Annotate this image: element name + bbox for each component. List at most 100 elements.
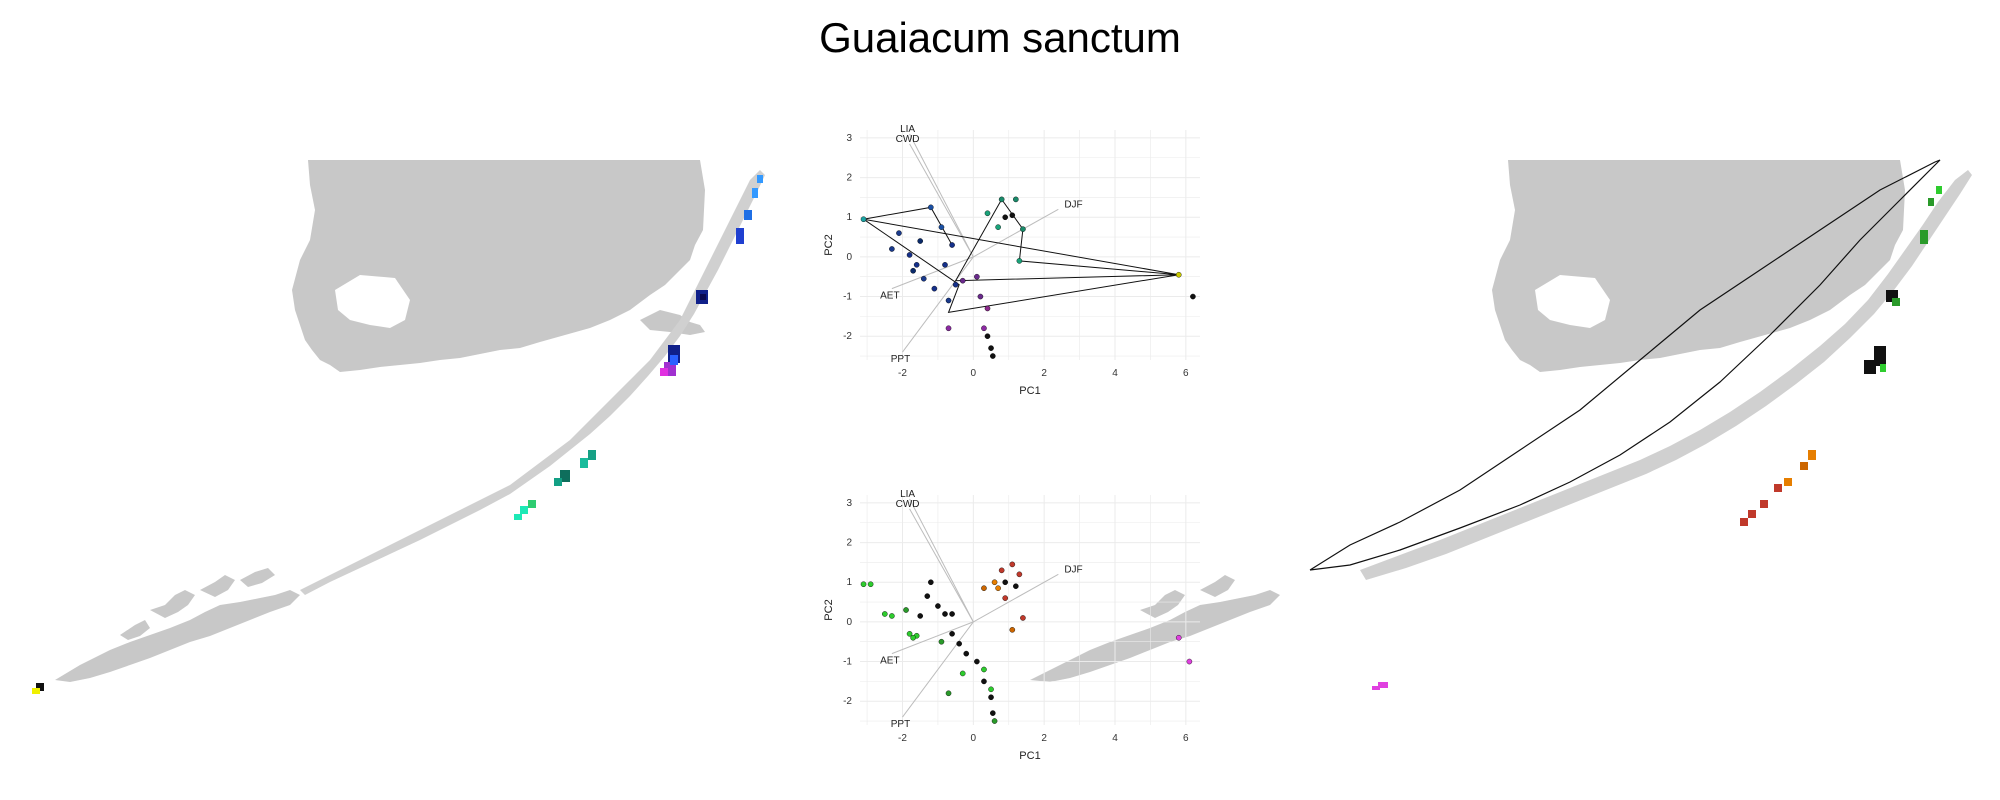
pca-bottom-point [928,579,934,586]
pca-top-point [906,252,913,258]
pca-top-vector-cwd [909,143,974,258]
pca-bottom-point [889,613,895,619]
pca-top-vector-label-djf: DJF [1064,199,1082,210]
pca-top-point [974,273,980,280]
pca-bottom-vector-label-aet: AET [880,656,899,667]
pca-top-point [990,353,996,359]
pca-top-point [984,210,991,217]
pca-bottom-vector-aet [891,621,974,655]
pca-bottom-point [988,694,994,701]
pca-top-point [984,305,991,312]
map-right-land [1030,160,1905,682]
pca-top-hull-2 [954,199,1179,282]
pca-bottom-grid [860,495,1200,725]
pca-top-point [1013,196,1019,203]
pca-top-point [1009,212,1016,219]
pca-top-ytick: -1 [843,292,852,303]
pca-bottom-point [963,650,970,657]
pca-top-point [988,345,994,351]
pca-top-ylabel: PC2 [823,234,835,255]
pca-top-vector-djf [973,208,1059,258]
map-left [32,160,765,694]
pca-top-point [959,277,966,284]
pca-bottom-ytick: -1 [843,657,852,668]
pca-bottom-point [991,579,998,586]
pca-bottom-point [959,670,966,677]
pca-bottom-vector-label-lia: LIA [900,489,915,500]
pca-top-point [984,333,991,340]
pca-top-point [896,230,902,236]
pca-top-point [977,293,984,300]
pca-bottom-point [942,611,948,617]
pca-bottom-ylabel: PC2 [823,599,835,620]
pca-top-point [942,262,948,268]
pca-bottom-ytick: 0 [846,617,852,628]
pca-top-xtick: -2 [898,368,907,379]
pca-bottom-point [860,581,867,588]
pca-top-point [1020,226,1026,232]
pca-bottom-point [1009,561,1016,568]
pca-bottom-point [938,638,945,645]
pca-bottom-vector-label-djf: DJF [1064,564,1082,575]
pca-top-point [928,204,934,211]
pca-top-ytick: 2 [846,173,852,184]
pca-bottom-vector-label-cwd: CWD [896,499,920,510]
pca-bottom-ytick: -2 [843,696,852,707]
pca-top-xtick: 6 [1183,368,1189,379]
pca-top-point [949,242,955,248]
pca-bottom-point [956,640,962,647]
pca-top-point [945,297,952,304]
pca-bottom-point [906,630,913,637]
pca-top-point [1016,258,1023,264]
pca-bottom-point [988,686,994,693]
pca-top-vector-label-aet: AET [880,291,899,302]
pca-top-point [889,246,895,252]
map-right-hull [1309,159,1941,571]
pca-top-grid [860,130,1200,360]
pca-top-xlabel: PC1 [1019,385,1040,397]
pca-top-vector-label-lia: LIA [900,124,915,135]
pca-top-point [981,325,987,332]
pca-bottom-point [1002,579,1009,586]
pca-top-ytick: 0 [846,252,852,263]
pca-top-point [1175,271,1182,278]
pca-bottom-vector-lia [909,498,974,623]
pca-bottom-point [981,585,987,591]
pca-bottom-point [990,710,996,716]
pca-bottom-xtick: 0 [971,733,977,744]
pca-top-point [913,262,920,268]
pca-bottom-point [1020,615,1026,621]
pca-bottom-point [881,611,888,617]
pca-bottom-ytick: 1 [846,577,852,588]
pca-top-point [920,275,927,282]
pca-top-vector-aet [891,256,974,290]
pca-bottom-point [945,690,952,697]
pca-bottom-point [949,611,955,617]
pca-top-ytick: 3 [846,133,852,144]
pca-top-point [1190,293,1196,300]
pca-top-vector-ppt [902,256,974,353]
map-right [1030,159,1972,690]
pca-top-vector-label-cwd: CWD [896,134,920,145]
pca-bottom-ytick: 3 [846,498,852,509]
pca-bottom-point [1186,658,1193,665]
pca-bottom-point [924,593,931,599]
pca-top-hull-1 [863,206,953,246]
map-left-cells [32,175,763,694]
pca-top-point [1002,214,1009,221]
pca-top-point [931,285,938,292]
pca-top-xtick: 4 [1112,368,1118,379]
pca-bottom-xtick: 2 [1041,733,1047,744]
pca-bottom-point [995,585,1001,591]
pca-bottom-point [867,581,874,588]
pca-bottom-point [1013,583,1019,590]
pca-bottom-point [1002,595,1009,601]
map-right-cells [1372,186,1942,690]
pca-bottom-xlabel: PC1 [1019,750,1040,762]
figure-title: Guaiacum sanctum [819,14,1181,61]
pca-bottom-vector-cwd [909,508,974,623]
pca-bottom-vector-label-ppt: PPT [891,719,910,730]
map-left-land [55,160,705,682]
pca-bottom-xtick: 4 [1112,733,1118,744]
pca-bottom-point [981,678,987,685]
